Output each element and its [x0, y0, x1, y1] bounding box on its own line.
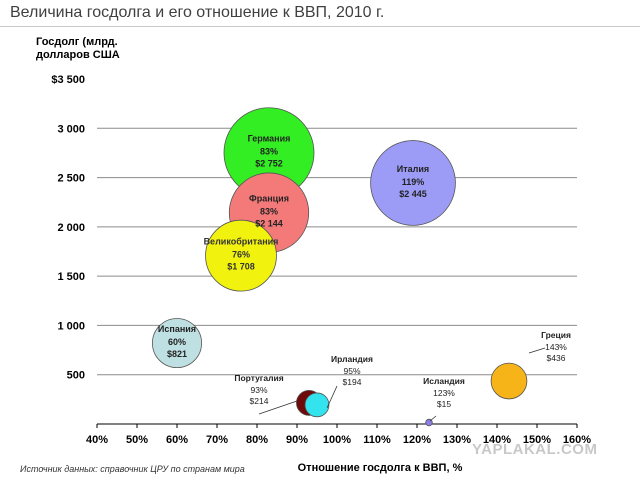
x-tick-label: 40% [86, 434, 108, 446]
bubble-3 [205, 219, 277, 292]
leader-line [429, 415, 437, 422]
bubble-label-debt-label: $2 445 [399, 189, 427, 199]
x-tick-label: 120% [403, 434, 431, 446]
source-note: Источник данных: справочник ЦРУ по стран… [20, 464, 245, 474]
bubble-label-pct-label: 60% [168, 337, 186, 347]
bubble-label-debt-label: $2 144 [255, 219, 283, 229]
x-tick-label: 70% [206, 434, 228, 446]
bubble-4 [152, 318, 202, 369]
page-title: Величина госдолга и его отношение к ВВП,… [10, 4, 385, 21]
bubble-label-name: Германия [248, 134, 291, 144]
x-tick-label: 160% [563, 434, 591, 446]
title-divider [0, 26, 640, 27]
callout-debt-label: $194 [343, 377, 362, 387]
callout-debt-label: $436 [547, 353, 566, 363]
bubble-label-name: Испания [158, 324, 196, 334]
bubble-label-debt-label: $1 708 [227, 262, 255, 272]
y-tick-label: 2 500 [57, 173, 85, 185]
leader-line [528, 347, 546, 354]
bubble-label-debt-label: $821 [167, 349, 187, 359]
callout-pct-label: 143% [545, 342, 567, 352]
y-tick-label: 2 000 [57, 222, 85, 234]
callout-debt-label: $15 [437, 399, 451, 409]
bubble-label-name: Великобритания [204, 237, 279, 247]
callouts: Германия 83% $2 752 Франция 83% $2 144 Италия 1… [158, 134, 571, 422]
x-tick-label: 90% [286, 434, 308, 446]
y-tick-label: $3 500 [51, 74, 85, 86]
x-tick-label: 60% [166, 434, 188, 446]
callout-name: Греция [541, 330, 571, 340]
bubble-8 [490, 362, 528, 400]
bubble-label-pct-label: 83% [260, 147, 278, 157]
y-tick-label: 1 000 [57, 320, 85, 332]
bubble-label-debt-label: $2 752 [255, 159, 283, 169]
bubble-label-name: Италия [397, 164, 429, 174]
y-tick-label: 1 500 [57, 271, 85, 283]
bubble-label-pct-label: 83% [260, 207, 278, 217]
bubble-label-name: Франция [249, 194, 289, 204]
x-tick-label: 50% [126, 434, 148, 446]
y-axis-label: Госдолг (млрд. долларов США [36, 36, 120, 61]
callout-name: Исландия [423, 376, 465, 386]
axes: 500 1 000 1 500 2 000 2 500 3 000 $3 500 40% 50%… [51, 74, 591, 446]
x-axis-label: Отношение госдолга к ВВП, % [298, 462, 463, 474]
callout-pct-label: 123% [433, 388, 455, 398]
leader-line [326, 385, 338, 409]
x-tick-label: 150% [523, 434, 551, 446]
callout-pct-label: 95% [343, 366, 360, 376]
bubble-6 [304, 392, 330, 418]
bubble-label-pct-label: 119% [402, 177, 425, 187]
watermark: YAPLAKAL.COM [472, 441, 598, 458]
callout-pct-label: 93% [250, 385, 267, 395]
x-tick-label: 140% [483, 434, 511, 446]
x-tick-label: 80% [246, 434, 268, 446]
callout-debt-label: $214 [250, 396, 269, 406]
callout-name: Португалия [234, 373, 283, 383]
bubbles [152, 107, 528, 427]
y-tick-label: 3 000 [57, 123, 85, 135]
x-tick-label: 100% [323, 434, 351, 446]
bubble-label-pct-label: 76% [232, 250, 250, 260]
leader-line [258, 400, 298, 415]
callout-name: Ирландия [331, 354, 373, 364]
bubble-2 [370, 140, 456, 226]
x-tick-label: 110% [363, 434, 391, 446]
x-tick-label: 130% [443, 434, 471, 446]
y-tick-label: 500 [67, 370, 85, 382]
